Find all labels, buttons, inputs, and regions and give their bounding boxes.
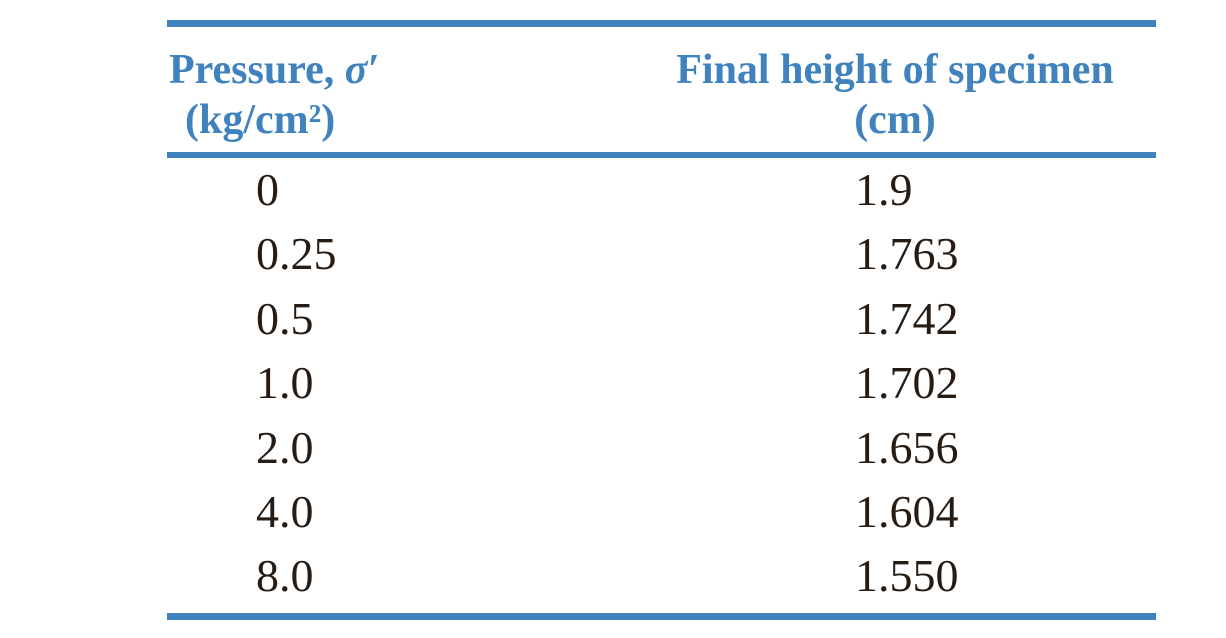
height-value: 1.742 (855, 292, 959, 344)
pressure-value: 0.5 (256, 292, 314, 344)
sigma-prime-symbol: σ′ (344, 47, 380, 93)
height-value: 1.604 (855, 486, 959, 538)
table-row: 0.25 1.763 (167, 222, 1156, 286)
header-pressure-label: Pressure, (169, 47, 345, 93)
height-value: 1.656 (855, 421, 959, 473)
height-value: 1.9 (855, 164, 913, 215)
pressure-value: 1.0 (256, 357, 314, 409)
pressure-value: 4.0 (256, 486, 314, 538)
pressure-value: 0.25 (256, 228, 337, 280)
table-row: 0 1.9 (167, 158, 1156, 222)
table-row: 8.0 1.550 (167, 544, 1156, 608)
height-value: 1.550 (855, 550, 959, 602)
table-row: 0.5 1.742 (167, 287, 1156, 351)
height-value: 1.702 (855, 357, 959, 409)
header-pressure-title: Pressure, σ′ (169, 45, 634, 95)
pressure-value: 0 (256, 164, 279, 215)
table-row: 2.0 1.656 (167, 416, 1156, 480)
table-row: 4.0 1.604 (167, 480, 1156, 544)
height-value: 1.763 (855, 228, 959, 280)
pressure-height-table: Pressure, σ′ (kg/cm²) Final height of sp… (167, 20, 1156, 620)
table-row: 1.0 1.702 (167, 351, 1156, 415)
header-pressure-unit: (kg/cm²) (185, 97, 336, 143)
pressure-value: 8.0 (256, 550, 314, 602)
header-final-height-unit: (cm) (854, 97, 936, 143)
table-body: 0 1.9 0.25 1.763 0.5 1.742 1.0 1.702 2.0… (167, 158, 1156, 609)
header-final-height-title: Final height of specimen (676, 47, 1114, 93)
table-bottom-rule (167, 612, 1156, 620)
table-header: Pressure, σ′ (kg/cm²) Final height of sp… (167, 27, 1156, 152)
pressure-value: 2.0 (256, 421, 314, 473)
header-final-height-column: Final height of specimen (cm) (634, 45, 1156, 152)
header-pressure-column: Pressure, σ′ (kg/cm²) (167, 45, 634, 152)
table-top-rule (167, 20, 1156, 27)
table-header-rule (167, 152, 1156, 158)
